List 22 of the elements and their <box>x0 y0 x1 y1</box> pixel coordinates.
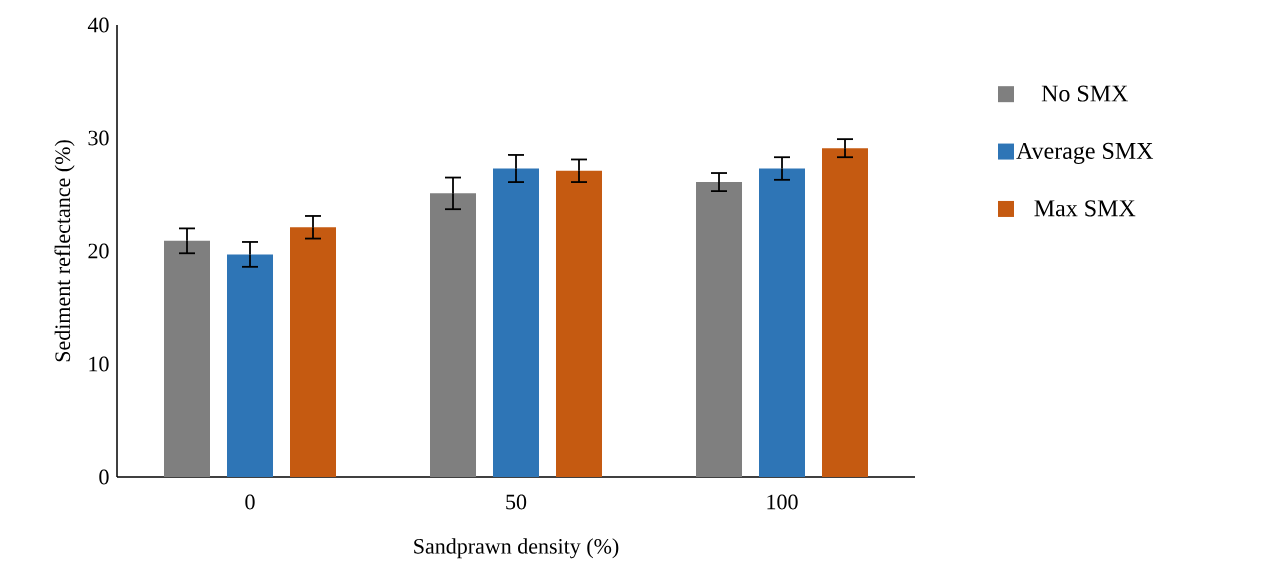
bar <box>822 148 869 477</box>
legend-label: Max SMX <box>1034 200 1136 217</box>
bar <box>227 254 273 477</box>
bar <box>556 170 603 477</box>
bar <box>290 227 337 477</box>
bar <box>759 168 806 477</box>
y-tick-label: 10 <box>89 356 109 372</box>
bar <box>164 240 210 477</box>
y-tick-label: 40 <box>87 17 109 33</box>
y-tick-label: 0 <box>99 469 109 485</box>
x-tick-label: 0 <box>245 494 255 510</box>
bar <box>696 182 743 477</box>
x-tick-label: 50 <box>506 494 527 510</box>
bar <box>493 168 539 477</box>
legend-label: No SMX <box>1041 85 1128 102</box>
x-axis-title: Sandprawn density (%) <box>414 538 619 559</box>
x-tick-label: 100 <box>767 494 798 510</box>
y-tick-label: 30 <box>88 130 109 146</box>
legend-label: Average SMX <box>1016 142 1154 164</box>
y-tick-label: 20 <box>88 243 109 259</box>
bar <box>430 193 477 477</box>
y-axis-title: Sediment reflectance (%) <box>54 140 75 362</box>
